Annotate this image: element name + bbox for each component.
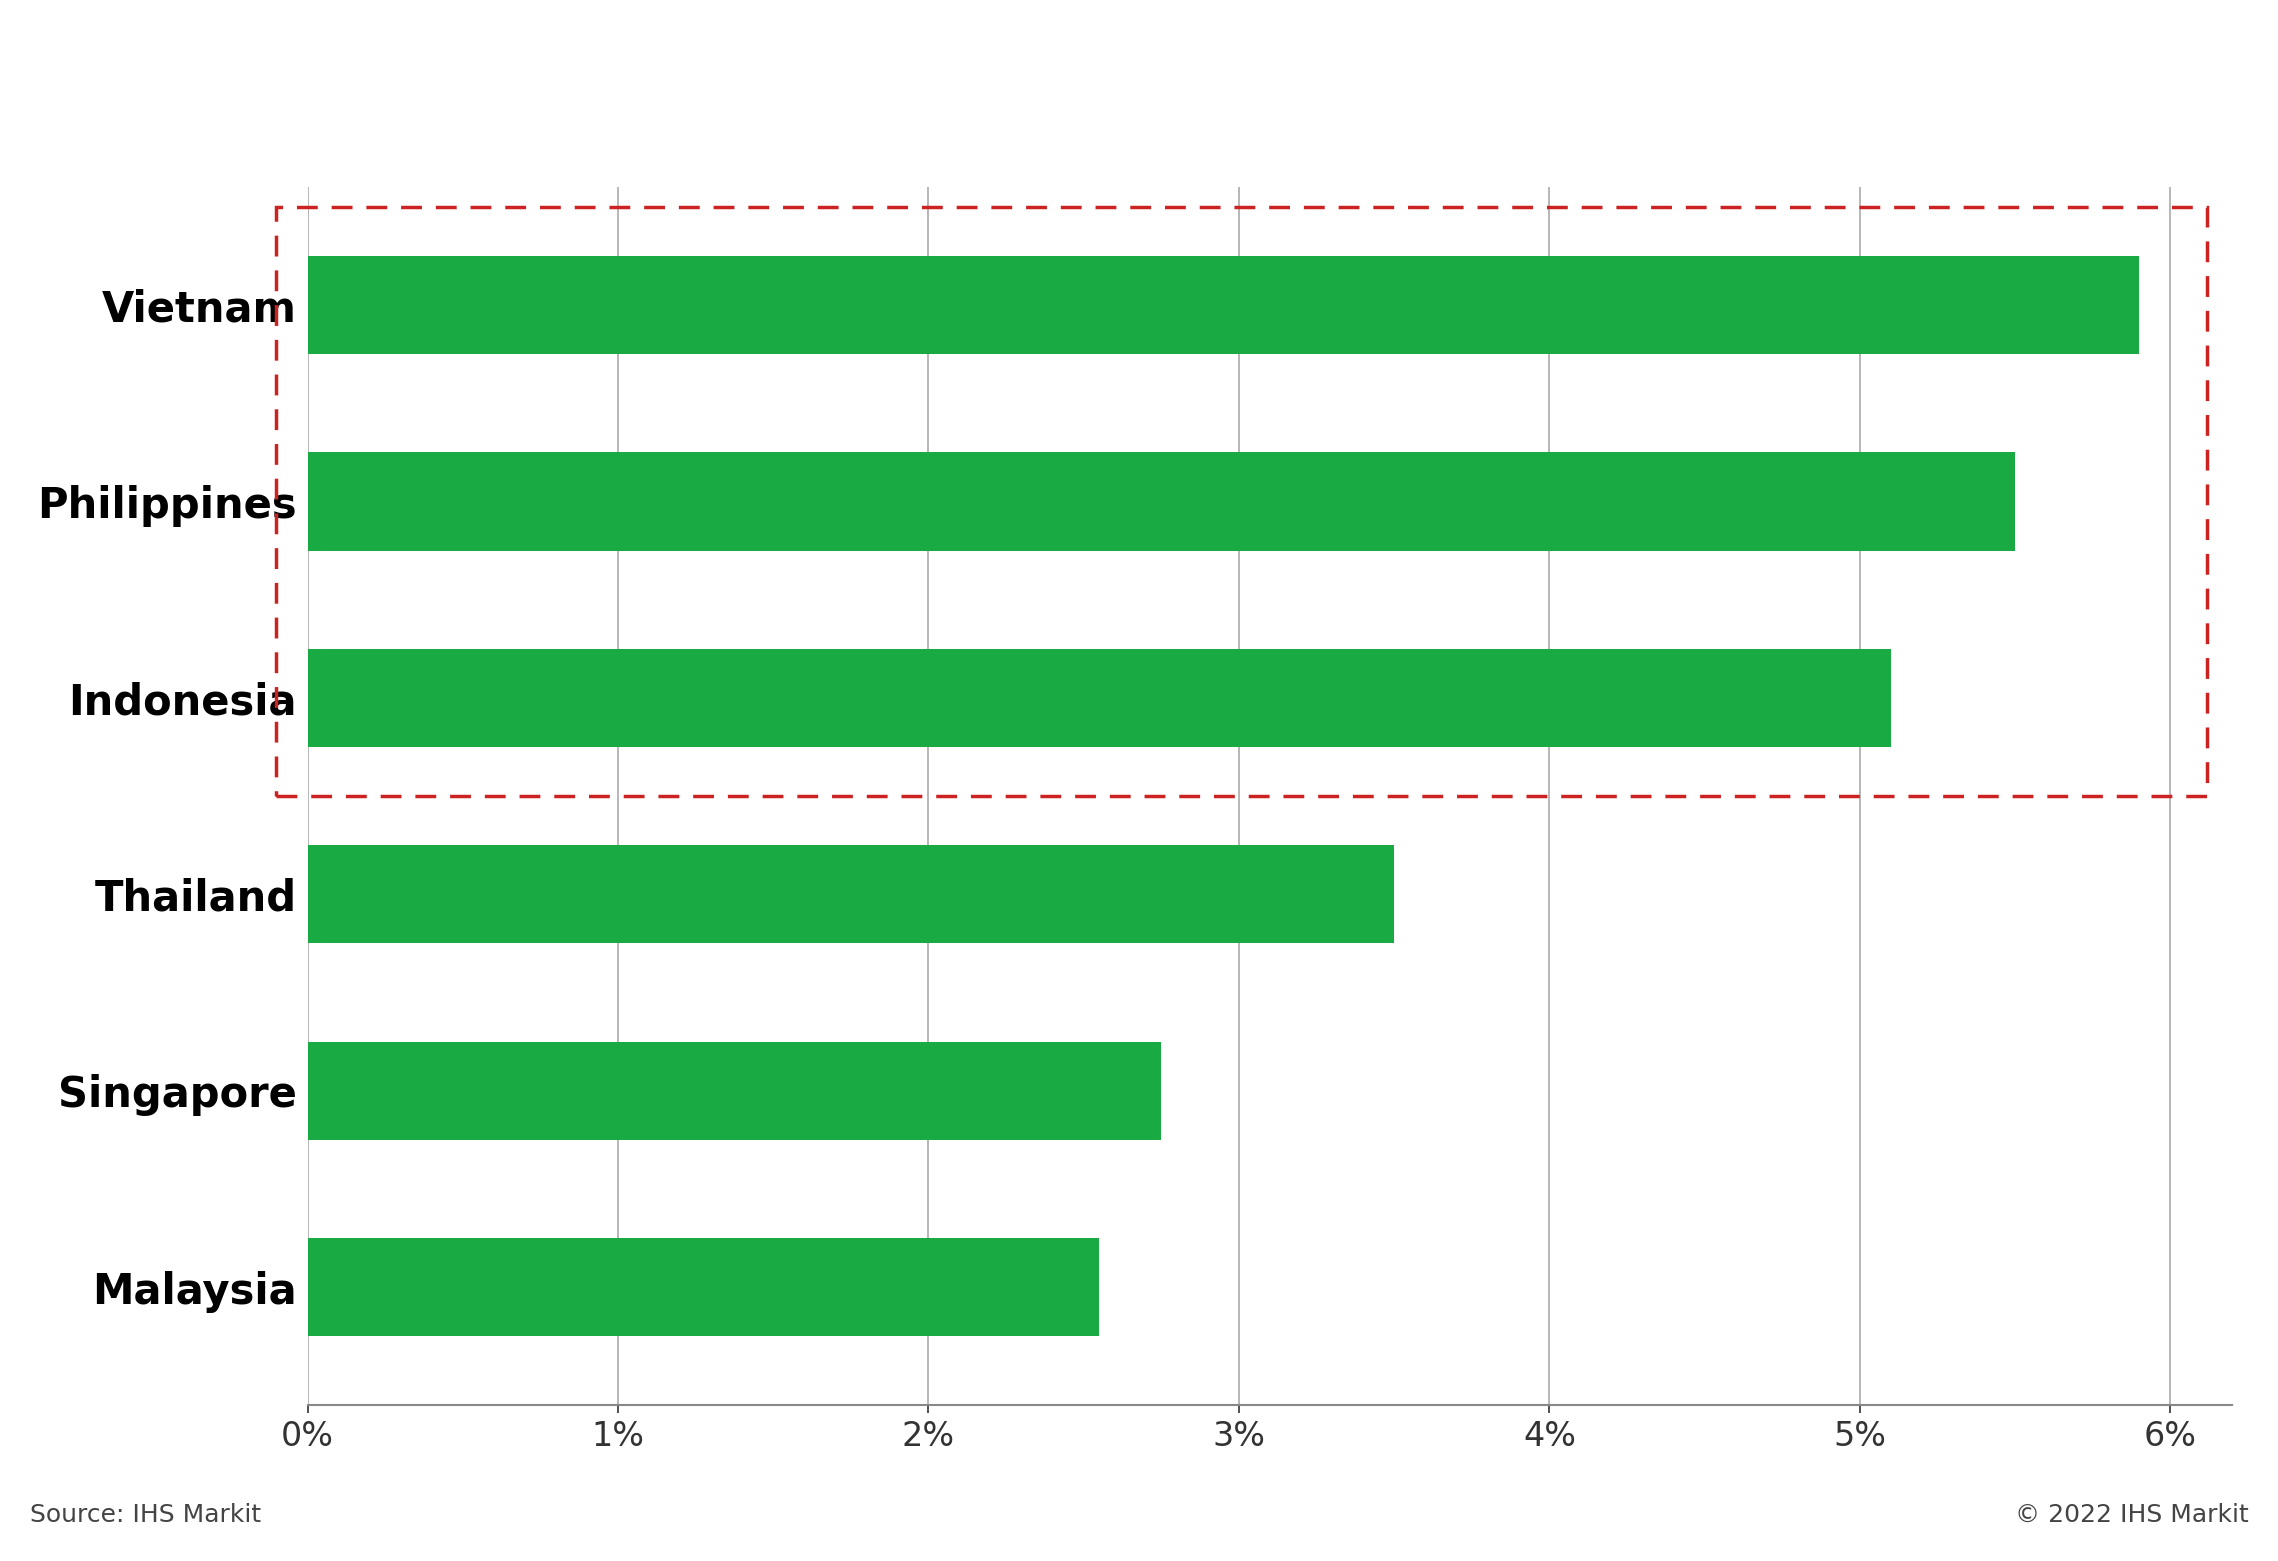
- Bar: [308, 453, 2016, 551]
- Bar: [308, 1238, 1100, 1336]
- Text: © 2022 IHS Markit: © 2022 IHS Markit: [2014, 1503, 2248, 1527]
- Bar: [308, 845, 1394, 943]
- Text: Source: IHS Markit: Source: IHS Markit: [30, 1503, 260, 1527]
- Bar: [308, 1041, 1162, 1140]
- Text: Forecast 10-year average total demand growth rate (2022–31): Forecast 10-year average total demand gr…: [27, 55, 1396, 92]
- Bar: [308, 649, 1891, 748]
- Bar: [308, 256, 2139, 354]
